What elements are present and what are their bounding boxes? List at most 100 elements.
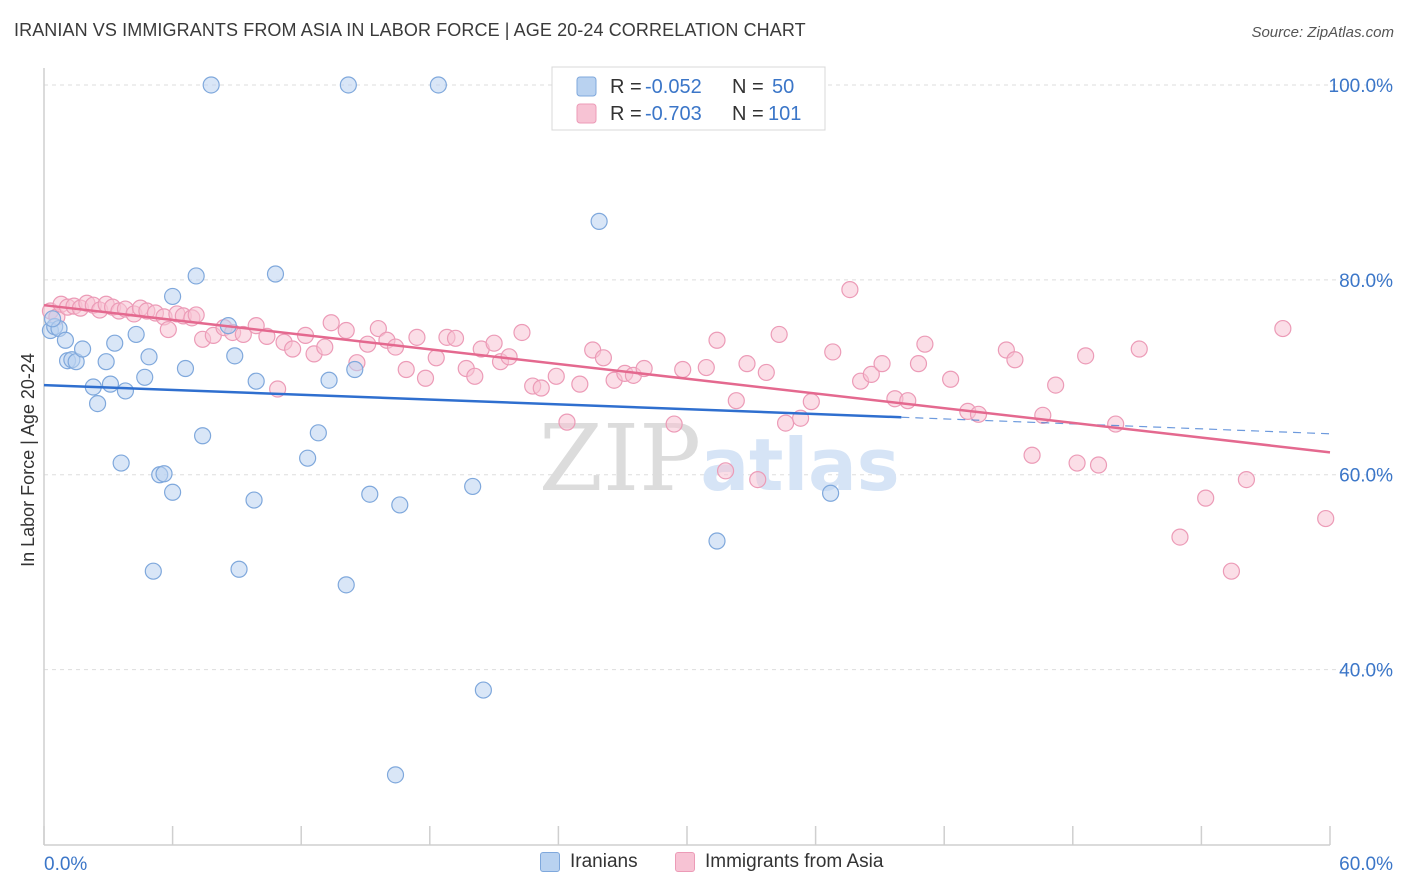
- data-point: [474, 681, 492, 699]
- data-point: [727, 392, 745, 410]
- series-iranians: [41, 76, 840, 784]
- trend-line-iranians: [43, 383, 902, 419]
- data-point: [427, 349, 445, 367]
- data-point: [1023, 446, 1041, 464]
- stats-legend-box: [551, 66, 826, 131]
- data-point: [841, 280, 859, 299]
- data-point: [1077, 347, 1095, 365]
- data-point: [697, 358, 715, 377]
- axes: [43, 68, 1331, 846]
- stats-r-label-2: R =: [610, 103, 642, 125]
- data-point: [176, 359, 195, 378]
- data-point: [708, 532, 726, 550]
- data-point: [1197, 489, 1215, 507]
- data-point: [337, 576, 355, 594]
- data-point: [446, 329, 465, 347]
- x-tick-label-min: 0.0%: [44, 854, 87, 875]
- data-point: [391, 496, 409, 514]
- data-point: [464, 477, 482, 496]
- data-point: [466, 367, 484, 385]
- data-point: [284, 340, 302, 358]
- stats-n-label-2: N =: [732, 103, 764, 125]
- data-point: [738, 355, 756, 373]
- legend-label-iranians: Iranians: [570, 851, 638, 872]
- data-point: [770, 325, 788, 344]
- data-point: [873, 355, 891, 373]
- data-point: [346, 360, 364, 379]
- data-point: [802, 393, 820, 411]
- stats-swatch-immigrants: [576, 103, 597, 124]
- y-tick-labels: 100.0% 80.0% 60.0% 40.0%: [1329, 76, 1394, 682]
- data-point: [1237, 471, 1256, 489]
- data-point: [397, 360, 415, 379]
- chart-title: IRANIAN VS IMMIGRANTS FROM ASIA IN LABOR…: [14, 20, 806, 40]
- data-point: [429, 76, 447, 94]
- data-point: [1171, 528, 1189, 546]
- legend-swatch-iranians: [540, 852, 560, 872]
- data-point: [571, 375, 589, 393]
- stats-legend: R = -0.052 N = 50 R = -0.703 N = 101: [551, 66, 826, 131]
- data-point: [247, 372, 265, 390]
- data-point: [144, 562, 162, 580]
- data-point: [916, 335, 934, 353]
- data-point: [339, 76, 357, 94]
- data-point: [1068, 454, 1086, 472]
- data-point: [899, 392, 917, 410]
- data-point: [140, 348, 158, 366]
- data-point: [969, 405, 988, 423]
- data-point: [101, 375, 120, 393]
- data-point: [862, 365, 880, 383]
- data-point: [266, 265, 285, 283]
- data-point: [43, 310, 62, 328]
- data-point: [665, 415, 683, 433]
- data-point: [136, 368, 154, 386]
- data-point: [159, 320, 177, 339]
- legend-item-iranians: Iranians: [540, 851, 638, 873]
- data-point: [245, 491, 263, 509]
- data-point: [234, 325, 252, 344]
- data-point: [547, 367, 565, 385]
- data-point: [708, 331, 726, 349]
- data-point: [1130, 340, 1148, 358]
- data-point: [187, 267, 205, 285]
- data-point: [127, 325, 145, 344]
- data-point: [1006, 351, 1024, 369]
- data-point: [822, 484, 840, 502]
- y-tick-label: 100.0%: [1329, 76, 1394, 97]
- stats-n-value-1: 50: [772, 76, 794, 98]
- y-tick-label: 60.0%: [1339, 466, 1393, 487]
- data-point: [361, 485, 379, 503]
- data-point: [226, 347, 244, 365]
- data-point: [909, 355, 928, 373]
- legend-swatch-immigrants-from-asia: [675, 852, 695, 872]
- stats-r-label-1: R =: [610, 76, 642, 98]
- data-point: [194, 427, 212, 445]
- data-point: [594, 349, 613, 367]
- y-tick-label: 80.0%: [1339, 271, 1393, 292]
- data-point: [359, 335, 377, 353]
- data-point: [164, 483, 182, 501]
- data-point: [116, 382, 135, 400]
- data-point: [1222, 562, 1241, 580]
- data-point: [56, 331, 75, 349]
- stats-swatch-iranians: [576, 76, 597, 97]
- data-point: [408, 328, 426, 346]
- legend-item-immigrants-from-asia: Immigrants from Asia: [675, 851, 883, 873]
- data-point: [776, 414, 795, 432]
- data-point: [73, 340, 92, 358]
- data-point: [824, 343, 842, 361]
- legend-label-immigrants-from-asia: Immigrants from Asia: [705, 851, 884, 872]
- data-point: [230, 560, 248, 578]
- data-point: [416, 369, 435, 387]
- data-point: [558, 413, 576, 431]
- stats-n-label-1: N =: [732, 76, 764, 98]
- data-point: [485, 334, 503, 352]
- data-point: [309, 424, 327, 442]
- data-point: [386, 766, 405, 784]
- data-point: [202, 76, 220, 94]
- trend-lines: [43, 303, 1331, 454]
- trend-line-iranians-extension: [901, 416, 1331, 435]
- stats-r-value-1: -0.052: [645, 76, 702, 98]
- watermark: ZIP atlas: [539, 405, 900, 512]
- data-point: [106, 334, 124, 352]
